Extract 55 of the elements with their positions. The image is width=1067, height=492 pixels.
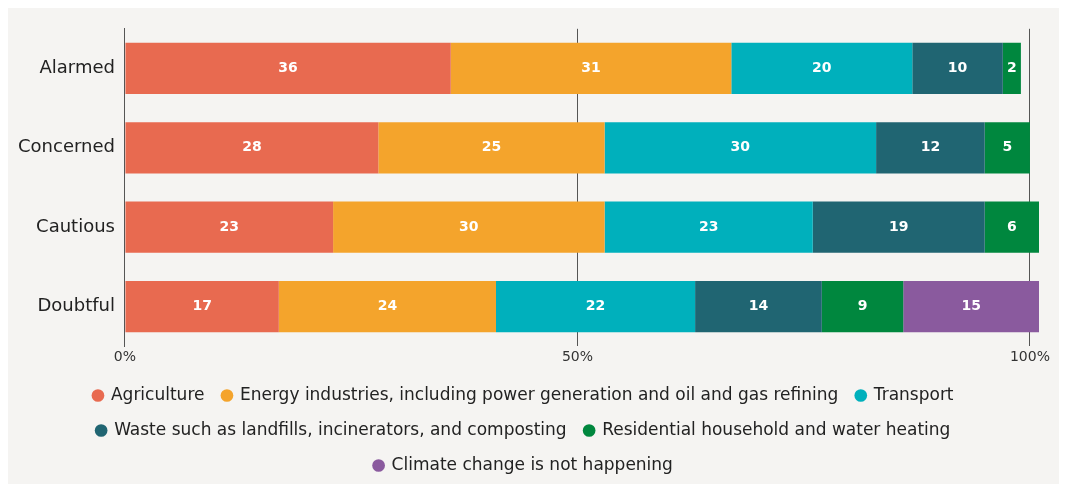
bar [984,201,1039,253]
data-label: 22 [585,297,606,314]
data-label: 17 [192,297,212,314]
data-label: 23 [698,217,719,234]
bar [903,280,1039,333]
data-label: 19 [888,217,909,234]
bar [378,122,605,174]
data-label: 15 [961,297,981,314]
bar [125,280,279,333]
data-label: 24 [377,297,398,314]
data-label: 6 [1006,217,1017,234]
data-label: 12 [920,138,941,155]
data-label: 28 [242,138,262,155]
bar [695,280,822,333]
legend-label: Energy industries, including power generation and oil and gas refining [239,383,839,404]
y-tick-label: Cautious [36,214,115,236]
bar [278,280,496,333]
data-label: 23 [219,217,240,234]
legend-label: Residential household and water heating [602,418,951,439]
data-label: 30 [459,217,479,234]
bar [604,201,813,253]
bar [821,280,904,333]
bar [125,122,379,174]
data-label: 14 [748,297,769,314]
bar [812,201,985,253]
data-label: 30 [730,138,751,155]
x-tick-label: 50% [561,348,594,365]
data-label: 36 [278,59,298,76]
data-label: 10 [947,59,968,76]
data-label: 2 [1006,59,1017,76]
data-label: 31 [581,59,601,76]
data-label: 25 [481,138,502,155]
bar [876,122,985,174]
bar [731,42,913,95]
x-tick-label: 100% [1009,348,1050,365]
y-tick-label: Concerned [18,135,115,157]
y-tick-label: Alarmed [39,56,115,78]
bar [604,122,877,174]
bar [984,122,1030,174]
bar [1002,42,1021,95]
data-label: 20 [812,59,832,76]
legend-label: Climate change is not happening [391,453,673,474]
bar [125,201,334,253]
legend-label: Transport [872,383,954,404]
data-label: 5 [1002,138,1013,155]
legend-label: Agriculture [110,383,205,404]
bar [125,42,451,95]
x-tick-label: 0% [113,348,137,365]
bar [496,280,696,333]
data-label: 9 [857,297,868,314]
bar [333,201,605,253]
bar [912,42,1003,95]
bar [450,42,732,95]
y-tick-label: Doubtful [37,294,115,316]
legend-label: Waste such as landfills, incinerators, and composting [114,418,567,439]
